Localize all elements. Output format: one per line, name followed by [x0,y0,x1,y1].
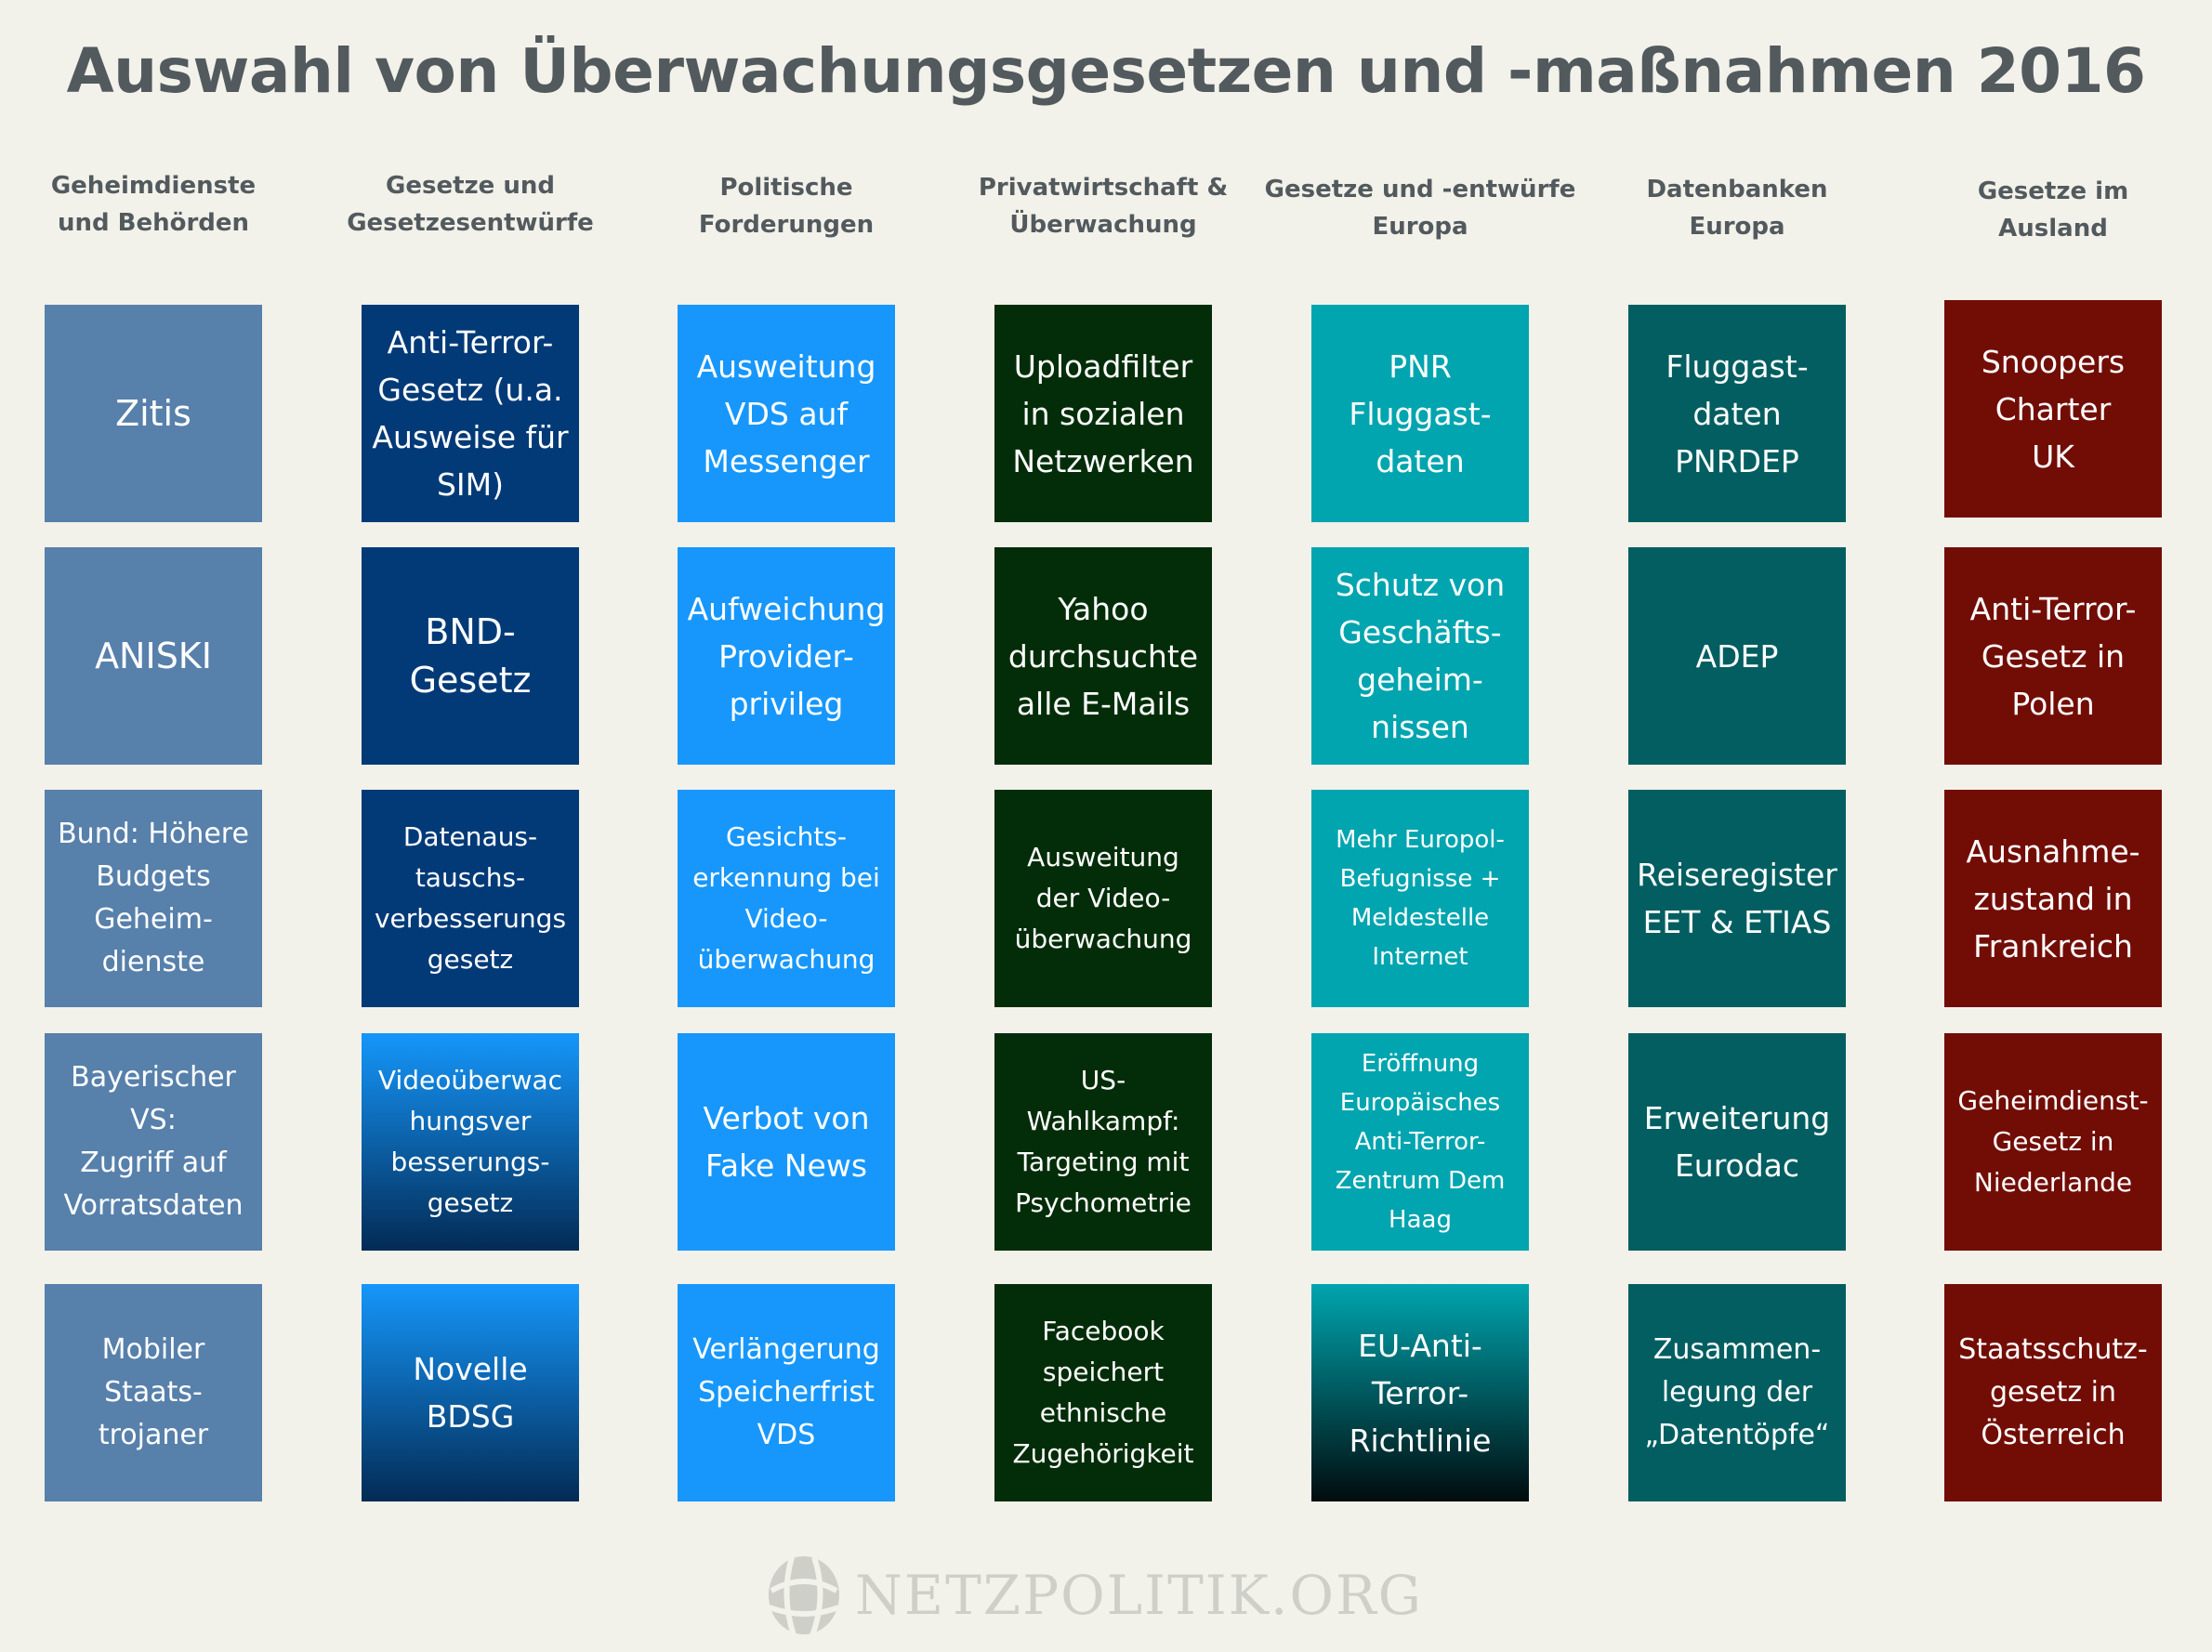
measure-label: US- Wahlkampf: Targeting mit Psychometri… [1015,1065,1192,1218]
measure-tile: PNR Fluggast- daten [1311,305,1529,522]
measure-tile: Mobiler Staats- trojaner [45,1284,262,1501]
measure-tile: Anti-Terror- Gesetz in Polen [1944,547,2162,765]
column-header: Gesetze und -entwürfe Europa [1264,176,1576,241]
measure-label: PNR Fluggast- daten [1349,347,1492,479]
measure-tile: Ausweitung VDS auf Messenger [678,305,895,522]
column-header: Gesetze und Gesetzesentwürfe [347,172,594,237]
measure-label: Erweiterung Eurodac [1643,1100,1831,1184]
measure-label: Gesichts- erkennung bei Video- überwachu… [692,821,880,975]
measure-tile: ANISKI [45,547,262,765]
measure-tile: Videoüberwac hungsver besserungs- gesetz [362,1033,579,1251]
measure-label: Snoopers Charter UK [1981,343,2126,475]
measure-tile: Facebook speichert ethnische Zugehörigke… [994,1284,1212,1501]
measure-tile: Snoopers Charter UK [1944,300,2162,518]
measure-tile: Schutz von Geschäfts- geheim- nissen [1311,547,1529,765]
measure-tile: Geheimdienst- Gesetz in Niederlande [1944,1033,2162,1251]
measure-tile: Fluggast- daten PNRDEP [1628,305,1846,522]
measure-label: Anti-Terror- Gesetz (u.a. Ausweise für S… [372,324,569,503]
measure-tile: Staatsschutz- gesetz in Österreich [1944,1284,2162,1501]
measure-label: Mehr Europol- Befugnisse + Meldestelle I… [1336,826,1505,971]
logo-text: NETZPOLITIK.ORG [855,1564,1423,1627]
globe-icon [768,1556,840,1637]
measure-label: Verbot von Fake News [703,1100,870,1184]
measure-label: Uploadfilter in sozialen Netzwerken [1012,347,1194,479]
measure-tile: Aufweichung Provider- privileg [678,547,895,765]
measure-tile: Anti-Terror- Gesetz (u.a. Ausweise für S… [362,305,579,522]
measure-tile: US- Wahlkampf: Targeting mit Psychometri… [994,1033,1212,1251]
measure-label: Datenaus- tauschs- verbesserungs gesetz [374,821,567,975]
measure-label: Mobiler Staats- trojaner [98,1333,209,1451]
measure-tile: Ausnahme- zustand in Frankreich [1944,790,2162,1007]
measure-tile: Verbot von Fake News [678,1033,895,1251]
measure-label: Yahoo durchsuchte alle E-Mails [1007,590,1199,722]
measure-tile: Zusammen- legung der „Datentöpfe“ [1628,1284,1846,1501]
column-header: Datenbanken Europa [1646,176,1828,241]
measure-label: Bayerischer VS: Zugriff auf Vorratsdaten [63,1061,244,1222]
measure-label: Reiseregister EET & ETIAS [1637,857,1837,940]
measure-label: ADEP [1695,637,1779,675]
measure-tile: Gesichts- erkennung bei Video- überwachu… [678,790,895,1007]
measure-label: Zitis [115,393,191,434]
measure-label: Schutz von Geschäfts- geheim- nissen [1335,567,1506,745]
measure-label: Facebook speichert ethnische Zugehörigke… [1012,1316,1194,1469]
measure-tile: Erweiterung Eurodac [1628,1033,1846,1251]
measure-label: Ausnahme- zustand in Frankreich [1966,833,2140,964]
page-title: Auswahl von Überwachungsgesetzen und -ma… [66,35,2146,107]
column-header: Geheimdienste und Behörden [50,172,257,237]
measure-tile: EU-Anti- Terror- Richtlinie [1311,1284,1529,1501]
measure-label: Videoüberwac hungsver besserungs- gesetz [377,1065,563,1218]
measure-tile: Yahoo durchsuchte alle E-Mails [994,547,1212,765]
measure-tile: Zitis [45,305,262,522]
measure-label: Verlängerung Speicherfrist VDS [692,1333,880,1451]
measure-tile: Reiseregister EET & ETIAS [1628,790,1846,1007]
column-header: Politische Forderungen [698,174,875,239]
measure-label: Staatsschutz- gesetz in Österreich [1958,1333,2148,1451]
measure-label: Ausweitung der Video- überwachung [1014,842,1192,954]
measure-tile: Uploadfilter in sozialen Netzwerken [994,305,1212,522]
measure-label: Bund: Höhere Budgets Geheim- dienste [58,818,249,978]
measure-tile: Bund: Höhere Budgets Geheim- dienste [45,790,262,1007]
measure-tile: Novelle BDSG [362,1284,579,1501]
measure-label: EU-Anti- Terror- Richtlinie [1349,1327,1492,1459]
measure-tile: BND- Gesetz [362,547,579,765]
measure-label: BND- Gesetz [409,611,532,701]
measure-tile: Mehr Europol- Befugnisse + Meldestelle I… [1311,790,1529,1007]
column-header: Privatwirtschaft & Überwachung [978,174,1229,239]
measure-label: Anti-Terror- Gesetz in Polen [1969,590,2137,722]
measure-tile: ADEP [1628,547,1846,765]
measure-tile: Bayerischer VS: Zugriff auf Vorratsdaten [45,1033,262,1251]
measure-label: ANISKI [95,636,212,676]
measure-tile: Verlängerung Speicherfrist VDS [678,1284,895,1501]
measure-tile: Eröffnung Europäisches Anti-Terror- Zent… [1311,1033,1529,1251]
measure-label: Geheimdienst- Gesetz in Niederlande [1957,1085,2149,1198]
measure-label: Ausweitung VDS auf Messenger [696,347,876,479]
netzpolitik-logo: NETZPOLITIK.ORG [762,1554,1423,1637]
measure-label: Zusammen- legung der „Datentöpfe“ [1644,1333,1830,1451]
measure-label: Eröffnung Europäisches Anti-Terror- Zent… [1335,1050,1506,1234]
measure-label: Fluggast- daten PNRDEP [1666,347,1809,479]
measure-tile: Datenaus- tauschs- verbesserungs gesetz [362,790,579,1007]
measure-label: Novelle BDSG [413,1351,528,1435]
column-header: Gesetze im Ausland [1977,177,2129,243]
measure-label: Aufweichung Provider- privileg [687,590,886,722]
measure-tile: Ausweitung der Video- überwachung [994,790,1212,1007]
